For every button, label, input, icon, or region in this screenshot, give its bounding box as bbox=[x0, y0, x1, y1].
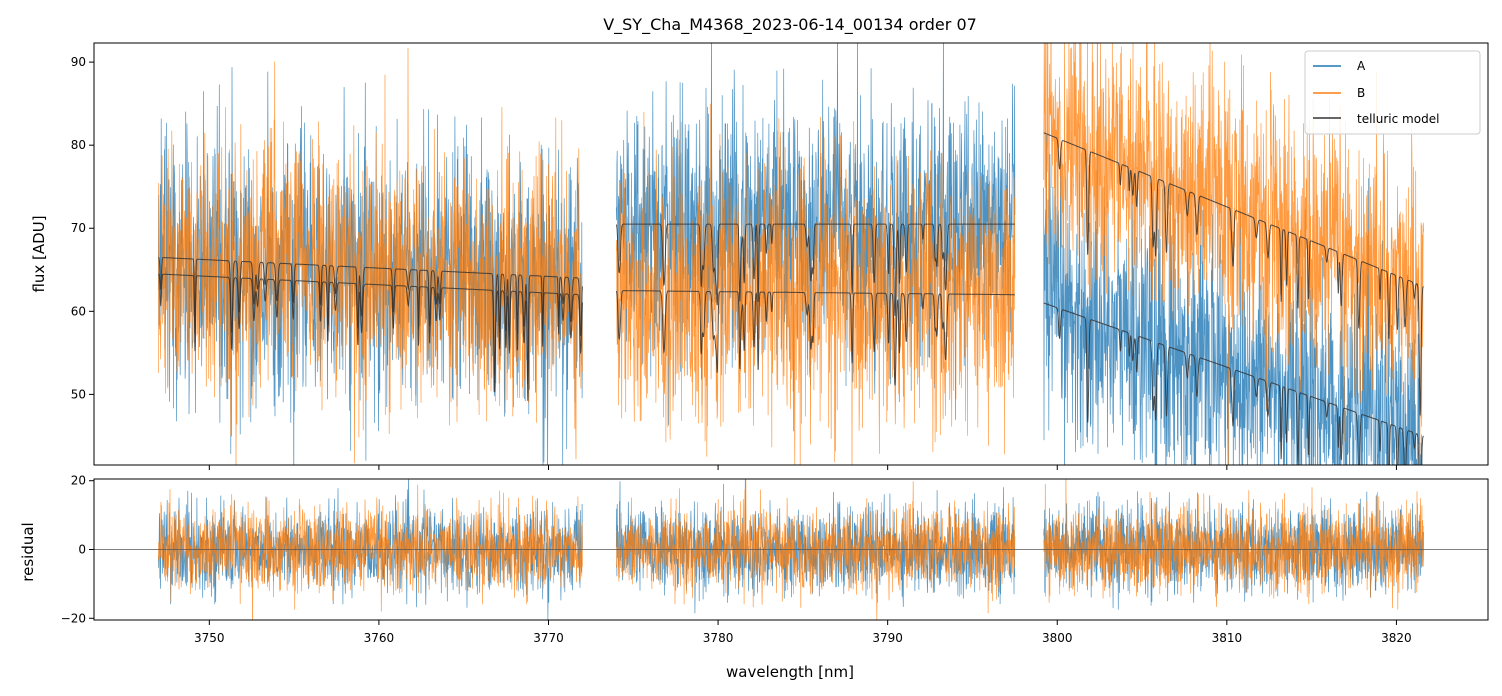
residual-y-axis-label: residual bbox=[19, 522, 37, 581]
flux-y-ticks: 50 60 70 80 90 bbox=[71, 55, 94, 401]
flux-plot-area bbox=[158, 43, 1424, 465]
residual-series-b-segment-3 bbox=[1043, 479, 1424, 610]
legend-box bbox=[1304, 50, 1481, 135]
flux-y-tick-label: 50 bbox=[71, 387, 86, 401]
residual-series-b-segment-1 bbox=[158, 484, 583, 620]
x-tick-label: 3750 bbox=[194, 631, 225, 645]
flux-series-b-segment-3 bbox=[1043, 43, 1424, 465]
flux-x-ticks bbox=[208, 465, 1397, 470]
residual-y-tick-label: 20 bbox=[71, 474, 86, 488]
residual-plot-area bbox=[94, 479, 1488, 620]
x-tick-label: 3770 bbox=[533, 631, 564, 645]
residual-y-ticks: −20 0 20 bbox=[61, 474, 94, 625]
legend: A B telluric model bbox=[1304, 50, 1481, 135]
flux-panel: 50 60 70 80 90 flux [ADU] A B telluric model bbox=[30, 42, 1489, 470]
residual-x-ticks: 3750 3760 3770 3780 3790 3800 3810 3820 bbox=[194, 620, 1412, 645]
x-tick-label: 3810 bbox=[1212, 631, 1243, 645]
residual-series-b-segment-2 bbox=[615, 479, 1016, 620]
legend-label-b: B bbox=[1357, 86, 1365, 100]
x-tick-label: 3790 bbox=[872, 631, 903, 645]
flux-axes-frame bbox=[93, 42, 1489, 466]
x-axis-label: wavelength [nm] bbox=[726, 663, 854, 681]
telluric-model-2-segment-3 bbox=[1043, 302, 1424, 465]
flux-y-axis-label: flux [ADU] bbox=[30, 215, 48, 292]
x-tick-label: 3780 bbox=[703, 631, 734, 645]
legend-label-telluric: telluric model bbox=[1357, 112, 1439, 126]
x-tick-label: 3760 bbox=[364, 631, 395, 645]
telluric-model-1-segment-3 bbox=[1043, 132, 1424, 416]
telluric-model-2-segment-1 bbox=[158, 273, 583, 401]
residual-y-tick-label: 0 bbox=[78, 543, 86, 557]
telluric-model-2-segment-2 bbox=[615, 290, 1015, 386]
flux-y-tick-label: 80 bbox=[71, 138, 86, 152]
telluric-model-1-segment-2 bbox=[615, 223, 1015, 317]
telluric-model-1-segment-1 bbox=[158, 256, 583, 385]
x-tick-label: 3820 bbox=[1381, 631, 1412, 645]
residual-y-tick-label: −20 bbox=[61, 611, 86, 625]
flux-y-tick-label: 60 bbox=[71, 304, 86, 318]
flux-y-tick-label: 90 bbox=[71, 55, 86, 69]
flux-y-tick-label: 70 bbox=[71, 221, 86, 235]
x-tick-label: 3800 bbox=[1042, 631, 1073, 645]
chart-title: V_SY_Cha_M4368_2023-06-14_00134 order 07 bbox=[603, 15, 977, 35]
flux-series-b-segment-2 bbox=[615, 103, 1016, 465]
legend-label-a: A bbox=[1357, 59, 1366, 73]
